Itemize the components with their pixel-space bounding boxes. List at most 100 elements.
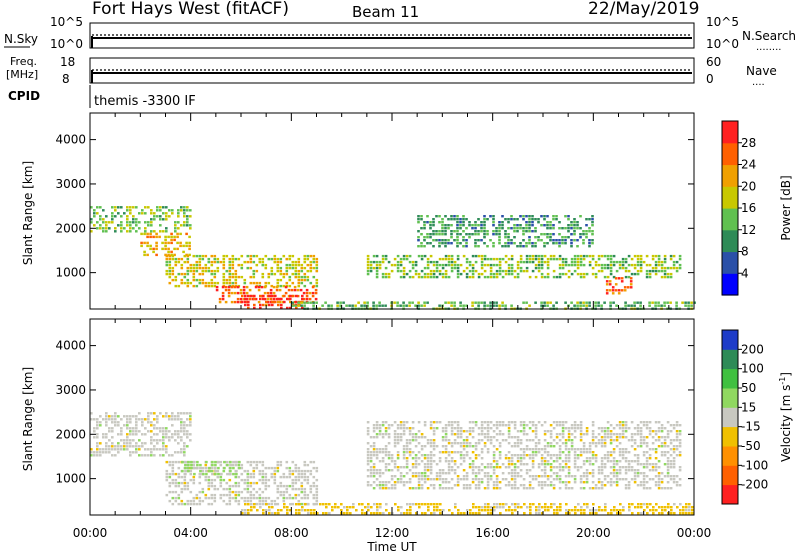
- velocity-cell: [522, 454, 526, 457]
- power-cell: [501, 245, 504, 248]
- power-cell: [231, 281, 235, 285]
- power-cell: [516, 230, 519, 233]
- velocity-cell: [315, 484, 319, 488]
- velocity-cell: [405, 445, 409, 448]
- power-cell: [171, 269, 175, 273]
- power-cell: [660, 263, 664, 267]
- power-cell: [612, 263, 616, 267]
- velocity-cell: [682, 512, 685, 515]
- power-cell: [301, 294, 304, 298]
- power-cell: [600, 304, 603, 307]
- velocity-cell: [549, 454, 553, 457]
- velocity-cell: [108, 430, 111, 433]
- velocity-cell: [667, 512, 670, 515]
- power-cell: [201, 269, 205, 273]
- power-cell: [534, 227, 537, 230]
- velocity-cell: [645, 481, 649, 484]
- velocity-cell: [600, 430, 604, 433]
- velocity-cell: [618, 478, 622, 481]
- velocity-cell: [483, 466, 487, 469]
- power-cell: [546, 227, 549, 230]
- power-cell: [375, 275, 379, 279]
- power-cell: [336, 301, 339, 304]
- velocity-cell: [462, 484, 466, 487]
- velocity-cell: [306, 469, 310, 473]
- velocity-cell: [291, 460, 295, 464]
- power-cell: [279, 269, 283, 273]
- velocity-cell: [498, 430, 502, 433]
- velocity-cell: [433, 503, 436, 506]
- velocity-cell: [582, 442, 586, 445]
- velocity-cell: [570, 475, 574, 478]
- power-cell: [420, 227, 423, 230]
- velocity-cell: [165, 415, 168, 418]
- power-cell: [120, 224, 123, 227]
- power-cell: [315, 269, 319, 273]
- velocity-cell: [174, 451, 177, 454]
- power-cell: [447, 260, 451, 264]
- power-cell: [564, 227, 567, 230]
- velocity-cell: [364, 512, 367, 515]
- velocity-cell: [525, 463, 529, 466]
- power-colorbar-swatch: [722, 186, 738, 209]
- power-cell: [471, 224, 474, 227]
- power-cell: [612, 275, 616, 279]
- velocity-cell: [235, 460, 238, 464]
- power-cell: [426, 275, 430, 279]
- power-cell: [675, 266, 679, 270]
- power-cell: [648, 301, 651, 304]
- power-cell: [215, 288, 219, 292]
- velocity-cell: [421, 503, 424, 506]
- velocity-cell: [444, 427, 448, 430]
- velocity-cell: [138, 430, 141, 433]
- power-cell: [258, 260, 262, 264]
- power-cell: [375, 269, 379, 273]
- velocity-cell: [186, 436, 189, 439]
- velocity-cell: [633, 478, 637, 481]
- velocity-cell: [519, 460, 523, 463]
- power-cell: [567, 275, 571, 279]
- velocity-cell: [396, 442, 400, 445]
- velocity-cell: [300, 475, 304, 479]
- velocity-cell: [276, 487, 280, 491]
- velocity-cell: [264, 499, 268, 503]
- power-cell: [219, 260, 223, 264]
- power-cell: [129, 209, 132, 212]
- velocity-cell: [627, 481, 631, 484]
- power-cell: [471, 272, 475, 276]
- velocity-cell: [447, 466, 451, 469]
- velocity-cell: [507, 481, 511, 484]
- velocity-cell: [183, 445, 186, 448]
- velocity-cell: [315, 496, 319, 500]
- power-cell: [99, 206, 102, 209]
- velocity-cell: [531, 451, 535, 454]
- velocity-cell: [171, 424, 174, 427]
- velocity-cell: [534, 430, 538, 433]
- power-cell: [303, 278, 307, 282]
- velocity-cell: [384, 454, 388, 457]
- velocity-cell: [399, 436, 403, 439]
- power-cell: [537, 221, 540, 224]
- velocity-cell: [319, 503, 322, 506]
- velocity-cell: [426, 478, 430, 481]
- power-cell: [426, 301, 429, 304]
- velocity-cell: [582, 451, 586, 454]
- power-cell: [375, 254, 379, 258]
- velocity-cell: [670, 509, 673, 512]
- power-cell: [161, 241, 164, 245]
- power-cell: [375, 304, 378, 307]
- velocity-cell: [171, 412, 174, 415]
- power-cell: [483, 227, 486, 230]
- velocity-cell: [624, 421, 628, 424]
- velocity-cell: [162, 454, 165, 457]
- power-cell: [531, 221, 534, 224]
- velocity-cell: [654, 469, 658, 472]
- velocity-cell: [435, 421, 439, 424]
- power-cell: [552, 269, 556, 273]
- velocity-cell: [478, 512, 481, 515]
- power-cell: [669, 272, 673, 276]
- power-cell: [483, 221, 486, 224]
- velocity-cell: [183, 424, 186, 427]
- power-cell: [280, 306, 283, 310]
- velocity-cell: [543, 481, 547, 484]
